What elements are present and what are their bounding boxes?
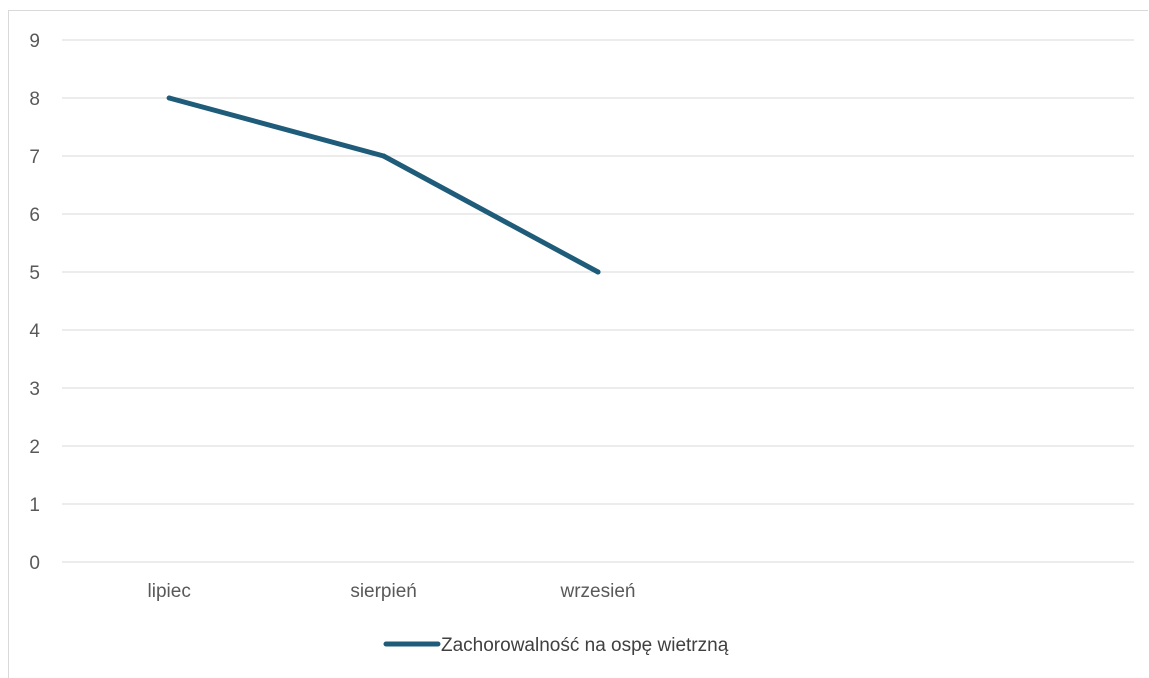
x-tick-label: sierpień bbox=[350, 581, 417, 602]
y-tick-label: 7 bbox=[29, 147, 40, 168]
y-tick-label: 9 bbox=[29, 31, 40, 52]
series-lines bbox=[166, 95, 601, 275]
data-point-wrzesień bbox=[595, 269, 601, 275]
y-tick-label: 1 bbox=[29, 495, 40, 516]
y-tick-label: 8 bbox=[29, 89, 40, 110]
data-point-lipiec bbox=[166, 95, 172, 101]
gridlines bbox=[62, 39, 1134, 563]
y-axis-ticks: 0 1 2 3 4 5 6 7 8 9 bbox=[29, 31, 40, 574]
legend-label: Zachorowalność na ospę wietrzną bbox=[441, 635, 729, 656]
x-tick-label: wrzesień bbox=[560, 581, 636, 602]
y-tick-label: 0 bbox=[29, 553, 40, 574]
data-point-sierpień bbox=[381, 153, 387, 159]
y-tick-label: 2 bbox=[29, 437, 40, 458]
x-axis-ticks: lipiec sierpień wrzesień bbox=[148, 581, 636, 602]
legend: Zachorowalność na ospę wietrzną bbox=[383, 635, 729, 656]
y-tick-label: 4 bbox=[29, 321, 40, 342]
y-tick-label: 6 bbox=[29, 205, 40, 226]
y-tick-label: 3 bbox=[29, 379, 40, 400]
x-tick-label: lipiec bbox=[148, 581, 191, 602]
y-tick-label: 5 bbox=[29, 263, 40, 284]
series-line-0 bbox=[166, 95, 601, 275]
chart-frame bbox=[8, 10, 1148, 678]
